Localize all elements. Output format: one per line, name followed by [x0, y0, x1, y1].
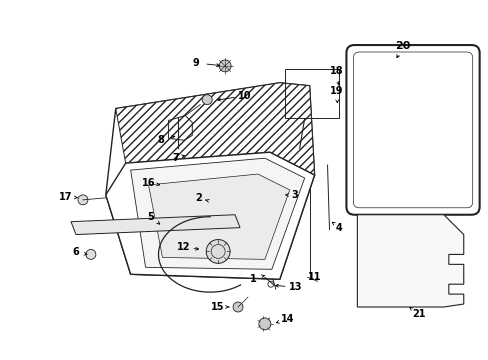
Polygon shape — [116, 83, 314, 175]
Polygon shape — [357, 215, 463, 307]
Text: 3: 3 — [291, 190, 298, 200]
Text: 18: 18 — [329, 66, 343, 76]
Text: 21: 21 — [411, 309, 425, 319]
Text: 6: 6 — [72, 247, 79, 257]
Text: 7: 7 — [172, 153, 179, 163]
Polygon shape — [71, 215, 240, 235]
Polygon shape — [148, 174, 289, 260]
Text: 13: 13 — [288, 282, 302, 292]
Circle shape — [233, 302, 243, 312]
Text: 4: 4 — [335, 222, 342, 233]
Polygon shape — [105, 152, 314, 279]
Text: 5: 5 — [147, 212, 154, 222]
Text: 8: 8 — [157, 135, 163, 145]
Text: 10: 10 — [238, 91, 251, 101]
Circle shape — [86, 249, 96, 260]
Circle shape — [206, 239, 230, 264]
Text: 9: 9 — [192, 58, 199, 68]
Text: 20: 20 — [395, 41, 410, 51]
Text: 1: 1 — [249, 274, 256, 284]
Text: 17: 17 — [59, 192, 73, 202]
Text: 15: 15 — [211, 302, 224, 312]
Circle shape — [219, 60, 231, 72]
Text: 14: 14 — [281, 314, 294, 324]
Polygon shape — [130, 158, 304, 269]
Text: 11: 11 — [307, 272, 321, 282]
Text: 16: 16 — [142, 178, 155, 188]
Circle shape — [258, 318, 270, 330]
Circle shape — [202, 95, 212, 105]
Circle shape — [78, 195, 88, 205]
Text: 19: 19 — [329, 86, 343, 96]
Text: 12: 12 — [176, 243, 190, 252]
Text: 2: 2 — [195, 193, 201, 203]
